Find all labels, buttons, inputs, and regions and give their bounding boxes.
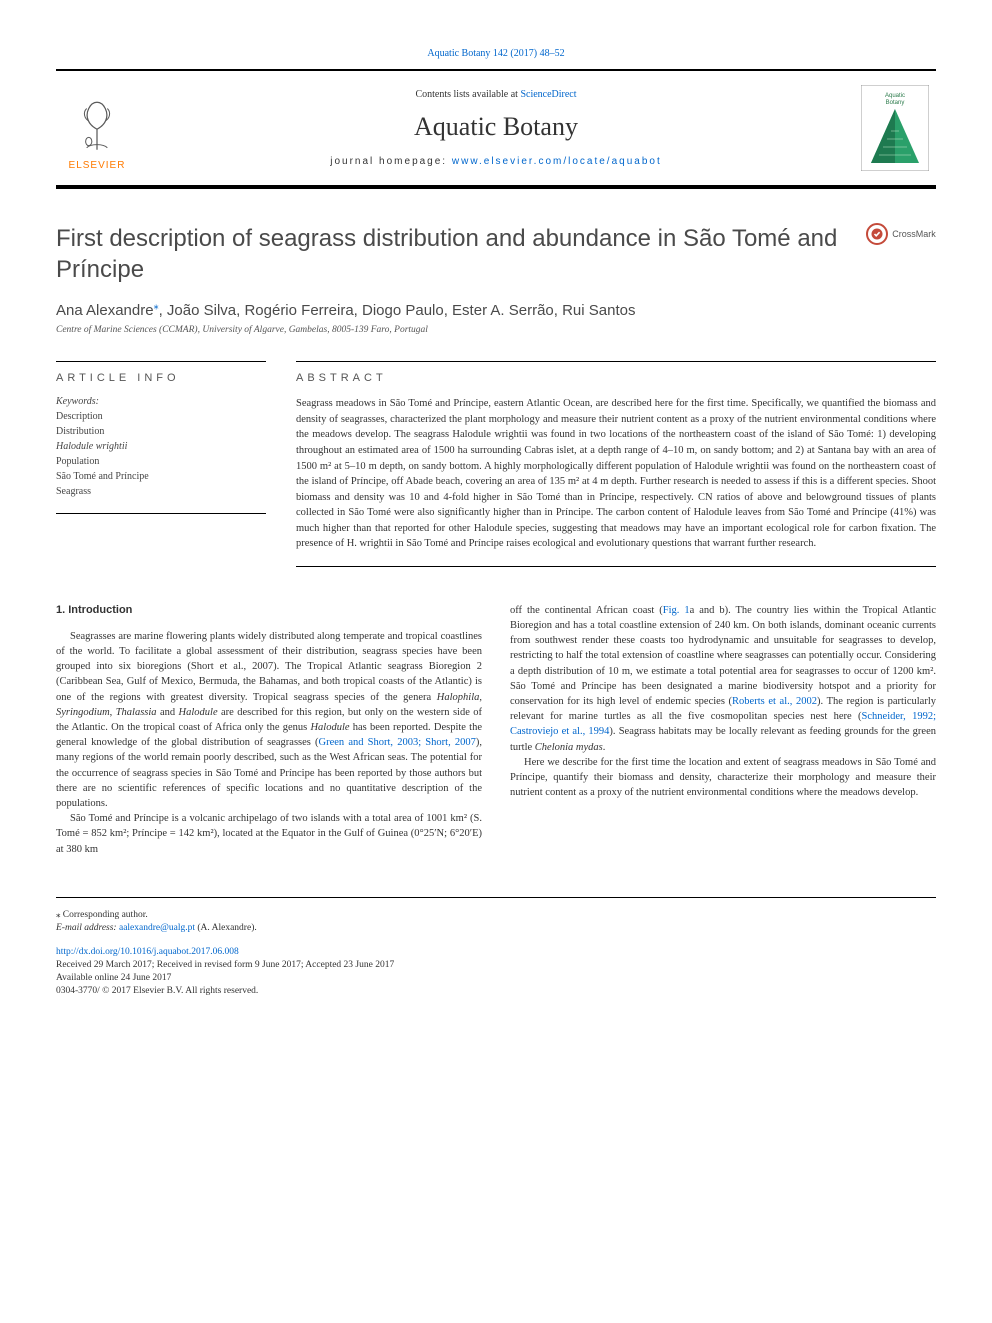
article-info: ARTICLE INFO Keywords: Description Distr… <box>56 361 266 566</box>
journal-header: ELSEVIER Contents lists available at Sci… <box>56 69 936 189</box>
header-middle: Contents lists available at ScienceDirec… <box>138 85 854 171</box>
keywords-list: Description Distribution Halodule wright… <box>56 409 266 499</box>
contents-line: Contents lists available at ScienceDirec… <box>138 89 854 100</box>
journal-title: Aquatic Botany <box>138 112 854 142</box>
figure-link[interactable]: Fig. 1 <box>663 605 690 616</box>
intro-para-1: Seagrasses are marine flowering plants w… <box>56 629 482 812</box>
abstract: ABSTRACT Seagrass meadows in São Tomé an… <box>296 361 936 566</box>
article-info-heading: ARTICLE INFO <box>56 361 266 384</box>
citation-link[interactable]: Roberts et al., 2002 <box>732 696 817 707</box>
page: Aquatic Botany 142 (2017) 48–52 ELSEVIER… <box>0 0 992 1039</box>
body-col-right: off the continental African coast (Fig. … <box>510 603 936 857</box>
available-line: Available online 24 June 2017 <box>56 973 171 983</box>
crossmark-label: CrossMark <box>892 229 936 239</box>
svg-text:Botany: Botany <box>886 100 905 106</box>
body-columns: 1. Introduction Seagrasses are marine fl… <box>56 603 936 857</box>
journal-homepage: journal homepage: www.elsevier.com/locat… <box>138 156 854 167</box>
keyword-item: Population <box>56 454 266 469</box>
author-1: Ana Alexandre <box>56 302 154 319</box>
keyword-item: São Tomé and Príncipe <box>56 469 266 484</box>
email-suffix: (A. Alexandre). <box>195 923 257 933</box>
corr-mark: ⁎ <box>56 909 63 919</box>
email-link[interactable]: aalexandre@ualg.pt <box>119 923 195 933</box>
top-journal-link: Aquatic Botany 142 (2017) 48–52 <box>56 48 936 59</box>
citation-link[interactable]: Green and Short, 2003; Short, 2007 <box>319 737 476 748</box>
keyword-item: Description <box>56 409 266 424</box>
crossmark-icon <box>866 223 888 245</box>
intro-para-2-cont: off the continental African coast (Fig. … <box>510 603 936 755</box>
journal-cover-icon: Aquatic Botany <box>861 85 929 171</box>
email-label: E-mail address: <box>56 923 119 933</box>
doi-block: http://dx.doi.org/10.1016/j.aquabot.2017… <box>56 946 936 999</box>
authors-rest: , João Silva, Rogério Ferreira, Diogo Pa… <box>159 302 636 319</box>
sciencedirect-link[interactable]: ScienceDirect <box>520 89 576 100</box>
corr-label: Corresponding author. <box>63 910 148 920</box>
elsevier-tree-icon <box>66 94 128 156</box>
section-heading: 1. Introduction <box>56 603 482 619</box>
footer: ⁎ Corresponding author. E-mail address: … <box>56 897 936 999</box>
elsevier-logo: ELSEVIER <box>56 85 138 171</box>
crossmark-badge[interactable]: CrossMark <box>866 223 936 245</box>
cover-text: Aquatic <box>885 93 905 99</box>
info-abstract-row: ARTICLE INFO Keywords: Description Distr… <box>56 361 936 566</box>
abstract-text: Seagrass meadows in São Tomé and Príncip… <box>296 396 936 566</box>
homepage-prefix: journal homepage: <box>330 156 452 167</box>
keyword-item: Seagrass <box>56 484 266 499</box>
keyword-item: Distribution <box>56 424 266 439</box>
journal-cover: Aquatic Botany <box>854 85 936 171</box>
abstract-heading: ABSTRACT <box>296 361 936 384</box>
body-col-left: 1. Introduction Seagrasses are marine fl… <box>56 603 482 857</box>
intro-para-3: Here we describe for the first time the … <box>510 755 936 801</box>
copyright-line: 0304-3770/ © 2017 Elsevier B.V. All righ… <box>56 986 258 996</box>
corresponding-footnote: ⁎ Corresponding author. E-mail address: … <box>56 908 936 936</box>
contents-prefix: Contents lists available at <box>415 89 520 100</box>
elsevier-wordmark: ELSEVIER <box>69 160 126 171</box>
doi-link[interactable]: http://dx.doi.org/10.1016/j.aquabot.2017… <box>56 947 239 957</box>
intro-para-2: São Tomé and Príncipe is a volcanic arch… <box>56 811 482 857</box>
homepage-link[interactable]: www.elsevier.com/locate/aquabot <box>452 156 662 167</box>
keywords-label: Keywords: <box>56 396 266 407</box>
received-line: Received 29 March 2017; Received in revi… <box>56 960 394 970</box>
keyword-item: Halodule wrightii <box>56 439 266 454</box>
affiliation: Centre of Marine Sciences (CCMAR), Unive… <box>56 325 936 335</box>
article-title: First description of seagrass distributi… <box>56 223 848 285</box>
authors-line: Ana Alexandre⁎, João Silva, Rogério Ferr… <box>56 301 936 319</box>
journal-issue-link[interactable]: Aquatic Botany 142 (2017) 48–52 <box>427 48 564 59</box>
title-row: First description of seagrass distributi… <box>56 223 936 285</box>
